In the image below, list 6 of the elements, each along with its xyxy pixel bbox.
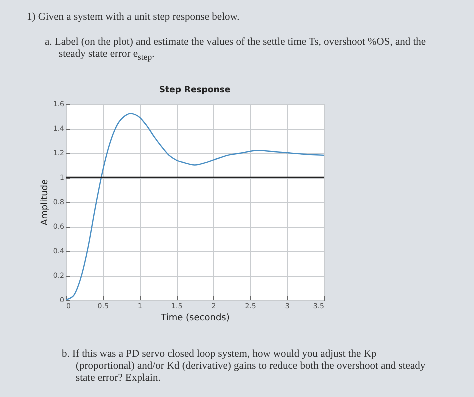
y-axis-title: Amplitude — [40, 178, 50, 226]
text: b. If this was a PD servo closed loop system, how would you adjust the Kp (proportional) and/or Kd (derivative) gains to reduce both the overshoot and steady state error? Explain. — [62, 349, 427, 385]
text: a. Label (on the plot) and estimate the values of the settle time Ts, overshoot %OS, and the steady state error e$_{step}$. — [45, 37, 428, 64]
chart-title: Step Response — [159, 86, 231, 96]
x-axis-title: Time (seconds) — [160, 314, 230, 324]
text: 1) Given a system with a unit step response below. — [27, 12, 240, 24]
